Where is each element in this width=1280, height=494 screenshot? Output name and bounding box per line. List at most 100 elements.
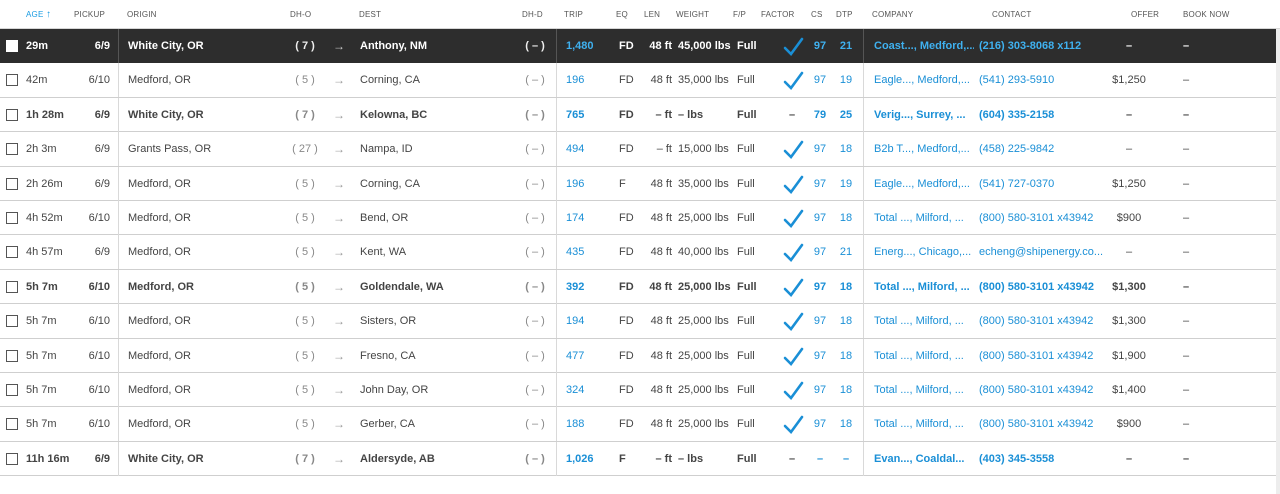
table-row[interactable]: 11h 16m 6/9 White City, OR ( 7 ) → Alder…: [0, 441, 1276, 477]
trip-cell[interactable]: 196: [566, 74, 585, 87]
contact-link[interactable]: (541) 727-0370: [979, 177, 1055, 190]
row-checkbox[interactable]: [6, 280, 18, 293]
trip-cell[interactable]: 324: [566, 383, 585, 396]
column-header-book-now[interactable]: BOOK NOW: [1183, 10, 1230, 19]
book-now-cell[interactable]: –: [1183, 418, 1190, 431]
table-row[interactable]: 5h 7m 6/10 Medford, OR ( 5 ) → John Day,…: [0, 372, 1276, 408]
table-row[interactable]: 42m 6/10 Medford, OR ( 5 ) → Corning, CA…: [0, 63, 1276, 98]
book-now-cell[interactable]: –: [1183, 349, 1190, 362]
trip-cell[interactable]: 765: [566, 108, 585, 121]
table-row[interactable]: 2h 26m 6/9 Medford, OR ( 5 ) → Corning, …: [0, 166, 1276, 201]
trip-cell[interactable]: 188: [566, 418, 585, 431]
book-now-cell[interactable]: –: [1183, 280, 1190, 293]
company-link[interactable]: Total ..., Milford, ...: [874, 349, 964, 362]
trip-cell[interactable]: 174: [566, 211, 585, 224]
column-header-trip[interactable]: TRIP: [564, 10, 584, 19]
table-row[interactable]: 5h 7m 6/10 Medford, OR ( 5 ) → Goldendal…: [0, 269, 1276, 305]
book-now-cell[interactable]: –: [1183, 211, 1190, 224]
column-header-dtp[interactable]: DTP: [836, 10, 853, 19]
trip-cell[interactable]: 1,480: [566, 40, 594, 52]
contact-link[interactable]: (458) 225-9842: [979, 143, 1055, 156]
book-now-cell[interactable]: –: [1183, 40, 1190, 52]
vertical-scrollbar[interactable]: [1276, 29, 1280, 494]
company-link[interactable]: Verig..., Surrey, ...: [874, 108, 966, 121]
book-now-cell[interactable]: –: [1183, 452, 1190, 465]
table-row[interactable]: 2h 3m 6/9 Grants Pass, OR ( 27 ) → Nampa…: [0, 132, 1276, 167]
company-link[interactable]: Eagle..., Medford,...: [874, 74, 970, 87]
company-link[interactable]: Total ..., Milford, ...: [874, 280, 970, 293]
trip-cell[interactable]: 196: [566, 177, 585, 190]
row-checkbox[interactable]: [6, 211, 18, 224]
table-row[interactable]: 4h 52m 6/10 Medford, OR ( 5 ) → Bend, OR…: [0, 200, 1276, 236]
column-header-fp[interactable]: F/P: [733, 10, 747, 19]
company-link[interactable]: Total ..., Milford, ...: [874, 418, 964, 431]
contact-link[interactable]: (800) 580-3101 x43942: [979, 418, 1094, 431]
company-link[interactable]: Eagle..., Medford,...: [874, 177, 970, 190]
table-row[interactable]: 4h 57m 6/9 Medford, OR ( 5 ) → Kent, WA …: [0, 235, 1276, 270]
book-now-cell[interactable]: –: [1183, 383, 1190, 396]
column-header-dest[interactable]: DEST: [359, 10, 382, 19]
row-checkbox[interactable]: [6, 383, 18, 396]
row-checkbox[interactable]: [6, 74, 18, 87]
row-checkbox[interactable]: [6, 418, 18, 431]
row-checkbox[interactable]: [6, 143, 18, 156]
contact-link[interactable]: (800) 580-3101 x43942: [979, 349, 1094, 362]
contact-link[interactable]: (800) 580-3101 x43942: [979, 383, 1094, 396]
table-row[interactable]: 5h 7m 6/10 Medford, OR ( 5 ) → Sisters, …: [0, 304, 1276, 339]
contact-link[interactable]: (216) 303-8068 x112: [979, 40, 1082, 52]
row-checkbox[interactable]: [6, 452, 18, 465]
contact-link[interactable]: (403) 345-3558: [979, 452, 1055, 465]
column-header-age[interactable]: AGE ↑: [26, 9, 52, 20]
table-row[interactable]: 5h 7m 6/10 Medford, OR ( 5 ) → Gerber, C…: [0, 407, 1276, 442]
book-now-cell[interactable]: –: [1183, 177, 1190, 190]
row-checkbox[interactable]: [6, 108, 18, 121]
row-checkbox[interactable]: [6, 40, 18, 52]
row-checkbox[interactable]: [6, 177, 18, 190]
table-row[interactable]: 1h 28m 6/9 White City, OR ( 7 ) → Kelown…: [0, 97, 1276, 133]
contact-link[interactable]: (541) 293-5910: [979, 74, 1055, 87]
column-header-dh-o[interactable]: DH-O: [290, 10, 312, 19]
column-header-factor[interactable]: FACTOR: [761, 10, 795, 19]
trip-cell[interactable]: 435: [566, 246, 585, 259]
trip-cell[interactable]: 477: [566, 349, 585, 362]
column-header-company[interactable]: COMPANY: [872, 10, 914, 19]
trip-cell[interactable]: 494: [566, 143, 585, 156]
table-row[interactable]: 5h 7m 6/10 Medford, OR ( 5 ) → Fresno, C…: [0, 338, 1276, 373]
book-now-cell[interactable]: –: [1183, 108, 1190, 121]
trip-cell[interactable]: 1,026: [566, 452, 594, 465]
contact-link[interactable]: (800) 580-3101 x43942: [979, 211, 1094, 224]
company-link[interactable]: Total ..., Milford, ...: [874, 383, 964, 396]
company-link[interactable]: Energ..., Chicago,...: [874, 246, 972, 259]
column-header-origin[interactable]: ORIGIN: [127, 10, 157, 19]
contact-link[interactable]: (800) 580-3101 x43942: [979, 315, 1094, 328]
company-link[interactable]: Total ..., Milford, ...: [874, 211, 964, 224]
row-checkbox[interactable]: [6, 246, 18, 259]
book-now-cell[interactable]: –: [1183, 246, 1190, 259]
book-now-cell[interactable]: –: [1183, 74, 1190, 87]
company-link[interactable]: Evan..., Coaldal...: [874, 452, 965, 465]
table-row[interactable]: 29m 6/9 White City, OR ( 7 ) → Anthony, …: [0, 29, 1276, 64]
company-link[interactable]: Total ..., Milford, ...: [874, 315, 964, 328]
column-header-len[interactable]: LEN: [644, 10, 661, 19]
book-now-cell[interactable]: –: [1183, 143, 1190, 156]
pickup-cell: 6/10: [88, 211, 110, 224]
column-header-dh-d[interactable]: DH-D: [522, 10, 543, 19]
row-checkbox[interactable]: [6, 315, 18, 328]
contact-link[interactable]: (604) 335-2158: [979, 108, 1055, 121]
row-checkbox[interactable]: [6, 349, 18, 362]
origin-cell: Medford, OR: [128, 349, 191, 362]
trip-cell[interactable]: 392: [566, 280, 585, 293]
contact-link[interactable]: echeng@shipenergy.co...: [979, 246, 1104, 259]
company-link[interactable]: Coast..., Medford,...: [874, 40, 974, 52]
column-header-contact[interactable]: CONTACT: [992, 10, 1032, 19]
contact-link[interactable]: (800) 580-3101 x43942: [979, 280, 1094, 293]
column-header-pickup[interactable]: PICKUP: [74, 10, 105, 19]
company-link[interactable]: B2b T..., Medford,...: [874, 143, 970, 156]
book-now-cell[interactable]: –: [1183, 315, 1190, 328]
column-header-offer[interactable]: OFFER: [1131, 10, 1160, 19]
arrow-right-icon: →: [333, 417, 345, 432]
trip-cell[interactable]: 194: [566, 315, 585, 328]
column-header-weight[interactable]: WEIGHT: [676, 10, 710, 19]
column-header-eq[interactable]: EQ: [616, 10, 628, 19]
column-header-cs[interactable]: CS: [811, 10, 823, 19]
